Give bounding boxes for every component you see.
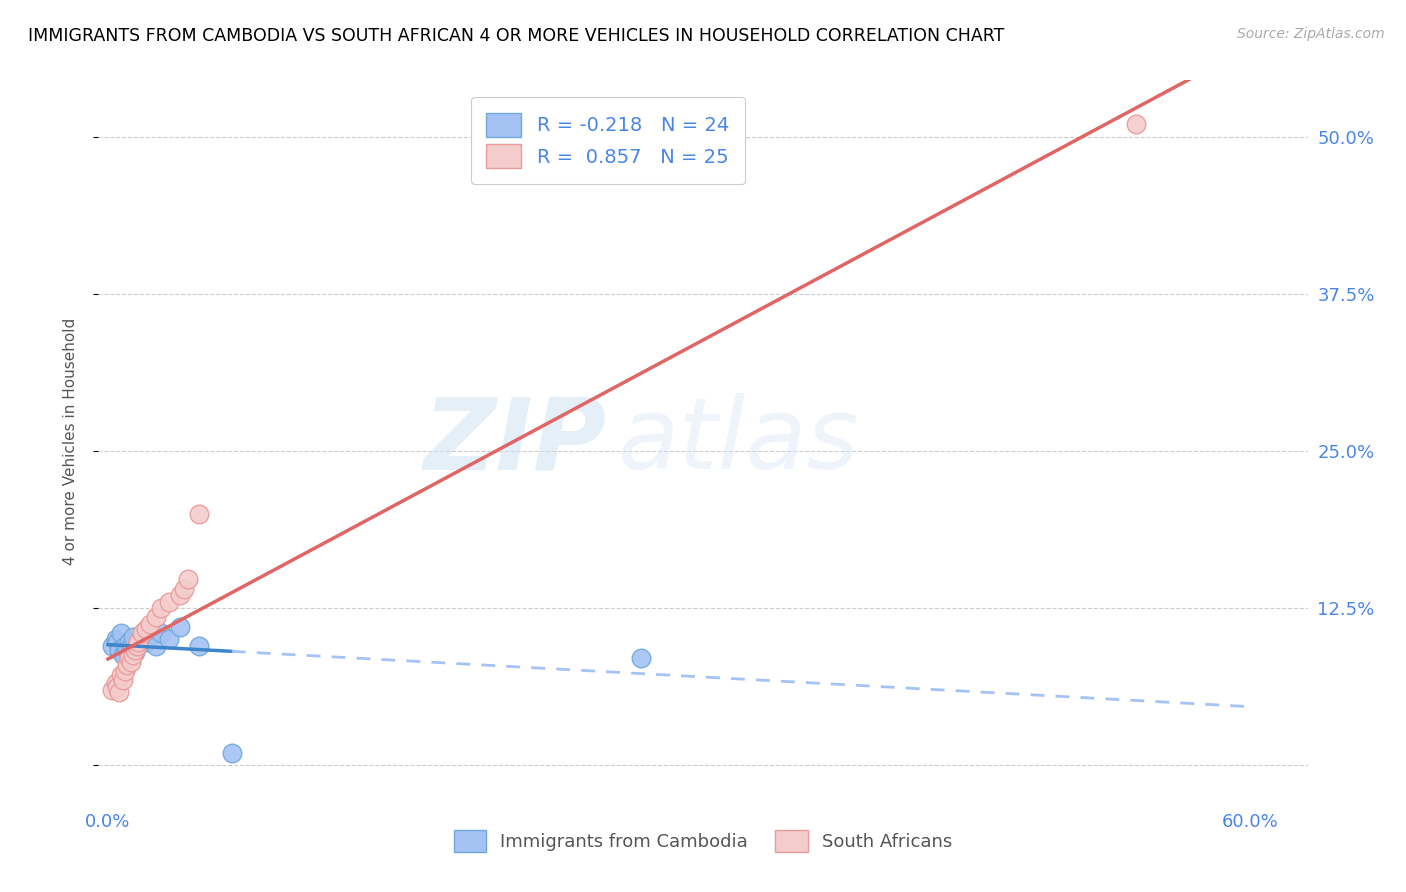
Point [120,655,142,669]
Point [114,664,136,678]
Point [114,639,136,653]
Point [110,626,132,640]
Point [221,746,243,760]
Point [188,639,211,653]
Point [169,589,191,603]
Point [127,635,149,649]
Point [121,630,143,644]
Point [110,667,132,681]
Point [125,639,148,653]
Point [145,639,167,653]
Text: atlas: atlas [619,393,860,490]
Point [100,639,122,653]
Point [108,642,131,657]
Point [108,685,131,699]
Point [173,582,195,597]
Point [107,680,129,694]
Point [177,572,200,586]
Point [107,635,129,649]
Point [104,632,127,647]
Text: ZIP: ZIP [423,393,606,490]
Point [1125,117,1147,131]
Point [150,601,173,615]
Point [188,507,211,521]
Point [115,642,138,657]
Point [104,676,127,690]
Point [150,626,173,640]
Point [131,626,153,640]
Point [125,639,148,653]
Point [139,617,162,632]
Point [135,635,157,649]
Point [157,632,180,647]
Text: IMMIGRANTS FROM CAMBODIA VS SOUTH AFRICAN 4 OR MORE VEHICLES IN HOUSEHOLD CORREL: IMMIGRANTS FROM CAMBODIA VS SOUTH AFRICA… [28,27,1004,45]
Point [115,657,138,672]
Point [630,651,652,665]
Point [169,620,191,634]
Legend: Immigrants from Cambodia, South Africans: Immigrants from Cambodia, South Africans [446,822,960,859]
Point [118,651,141,665]
Point [157,595,180,609]
Text: Source: ZipAtlas.com: Source: ZipAtlas.com [1237,27,1385,41]
Point [112,648,135,662]
Point [139,630,162,644]
Point [135,623,157,637]
Point [100,682,122,697]
Point [118,635,141,649]
Point [145,610,167,624]
Y-axis label: 4 or more Vehicles in Household: 4 or more Vehicles in Household [63,318,77,566]
Point [120,639,142,653]
Point [124,645,146,659]
Point [112,673,135,687]
Point [124,642,146,657]
Point [121,648,143,662]
Point [131,632,153,647]
Point [127,635,149,649]
